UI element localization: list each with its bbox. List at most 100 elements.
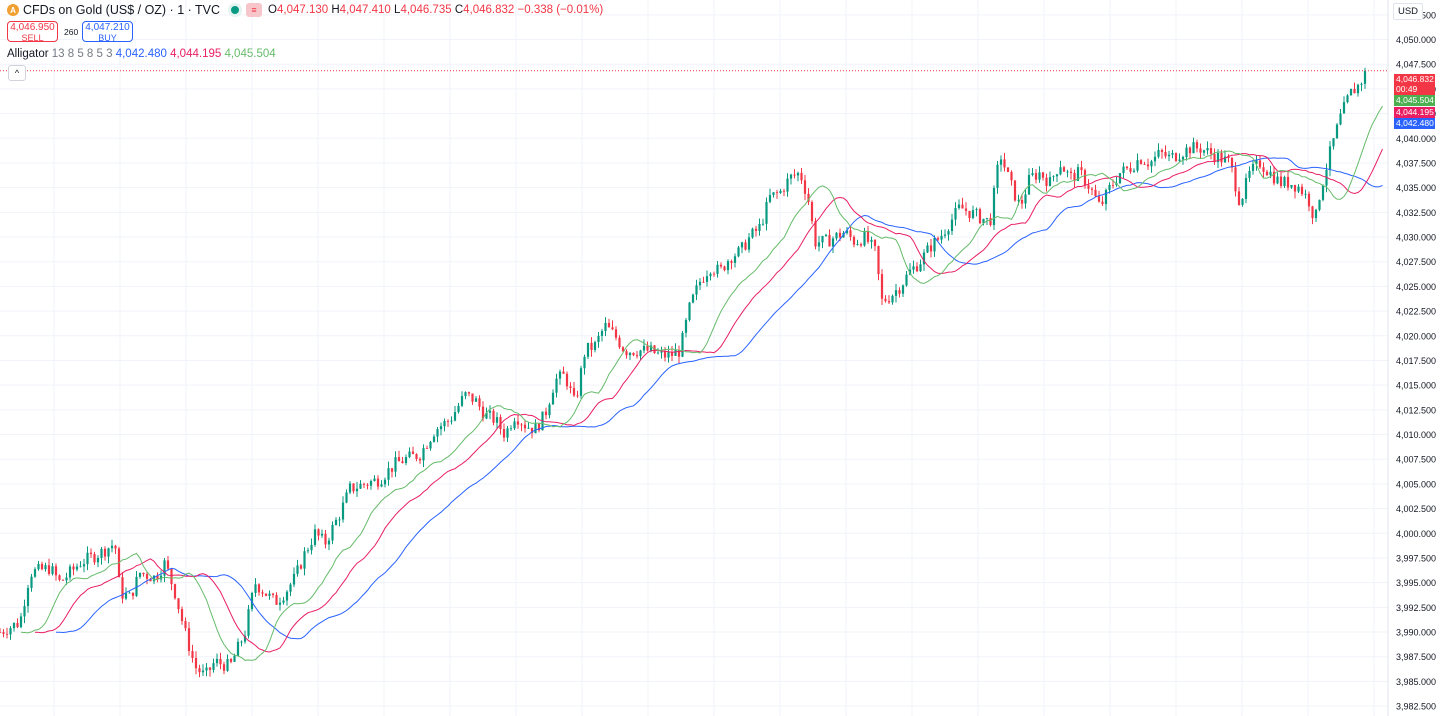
candle-body	[786, 178, 789, 192]
candle-body	[292, 573, 296, 585]
candle-body	[1209, 148, 1213, 154]
candle-body	[404, 457, 408, 464]
candle-body	[492, 410, 495, 423]
candle-body	[961, 204, 964, 209]
candle-body	[565, 373, 569, 387]
candle-body	[219, 658, 222, 665]
candle-body	[1227, 156, 1230, 159]
candle-body	[1129, 168, 1132, 172]
candle-body	[1332, 138, 1335, 147]
candle-body	[632, 352, 635, 356]
candle-body	[733, 256, 737, 263]
candle-body	[604, 322, 607, 331]
candle-body	[747, 237, 751, 250]
candle-body	[373, 478, 376, 481]
candle-body	[800, 172, 803, 181]
candle-body	[520, 424, 523, 426]
candle-body	[313, 529, 317, 545]
y-tick-label: 4,030.000	[1396, 233, 1436, 243]
candle-body	[506, 428, 509, 438]
candle-body	[646, 345, 649, 351]
candle-body	[2, 632, 5, 634]
candle-body	[1031, 173, 1034, 175]
candle-body	[1034, 173, 1038, 180]
candle-body	[1286, 176, 1290, 188]
candle-body	[369, 480, 373, 486]
candle-body	[1356, 84, 1360, 94]
indicator-legend[interactable]: Alligator 13 8 5 8 5 3 4,042.480 4,044.1…	[7, 48, 276, 60]
candle-body	[600, 330, 604, 336]
candle-body	[530, 427, 534, 434]
currency-selector[interactable]: USD	[1393, 3, 1423, 20]
candle-body	[639, 350, 642, 357]
buy-button[interactable]: 4,047.210 BUY	[82, 21, 133, 43]
candle-body	[145, 574, 149, 579]
candle-body	[1013, 180, 1017, 201]
candle-body	[1195, 142, 1199, 149]
candle-body	[366, 484, 369, 486]
collapse-legend-button[interactable]: ^	[8, 65, 26, 81]
candle-body	[1314, 209, 1318, 219]
candle-body	[65, 577, 68, 581]
candle-body	[303, 551, 306, 569]
candle-body	[488, 410, 492, 413]
market-open-icon[interactable]	[228, 3, 243, 17]
candle-body	[138, 572, 142, 577]
candle-body	[772, 192, 775, 196]
candle-body	[446, 420, 450, 422]
candle-body	[285, 591, 289, 601]
candle-body	[523, 424, 527, 429]
candle-body	[975, 209, 978, 211]
candle-body	[761, 223, 765, 225]
sell-button[interactable]: 4,046.950 SELL	[7, 21, 58, 43]
candle-body	[1020, 199, 1024, 204]
candle-body	[926, 245, 929, 253]
candle-body	[614, 329, 618, 338]
candle-body	[1202, 150, 1206, 153]
candle-body	[1272, 171, 1276, 184]
candle-body	[1269, 171, 1272, 176]
candle-body	[1297, 186, 1300, 192]
candle-body	[751, 228, 754, 238]
candle-body	[838, 232, 842, 238]
candle-body	[509, 428, 513, 430]
candle-body	[180, 609, 184, 622]
candle-body	[793, 174, 796, 176]
candle-body	[740, 242, 744, 248]
candle-body	[1258, 160, 1262, 168]
jaw-line	[55, 157, 1383, 640]
candle-body	[460, 396, 464, 406]
candle-body	[408, 451, 411, 458]
candle-body	[1024, 194, 1027, 204]
candle-body	[1003, 159, 1006, 168]
candle-body	[299, 565, 303, 569]
candle-body	[1104, 189, 1108, 205]
candle-body	[572, 388, 576, 396]
candle-body	[348, 483, 352, 493]
candle-body	[1017, 199, 1020, 201]
candle-body	[19, 616, 23, 628]
symbol-title[interactable]: CFDs on Gold (US$ / OZ) · 1 · TVC	[23, 3, 221, 17]
candle-body	[289, 584, 292, 592]
gold-coin-icon: A	[7, 4, 19, 16]
candle-body	[68, 566, 72, 578]
candle-body	[226, 659, 229, 671]
candle-body	[359, 483, 362, 489]
candle-body	[432, 436, 436, 442]
candle-body	[478, 398, 481, 407]
candle-body	[1248, 170, 1251, 178]
candle-body	[1132, 170, 1136, 172]
candle-body	[243, 635, 247, 642]
candle-body	[618, 337, 621, 348]
candle-body	[957, 204, 961, 209]
candle-body	[821, 235, 824, 243]
price-axis[interactable]: 4,052.5004,050.0004,047.5004,045.0004,04…	[1387, 0, 1436, 716]
flag-icon[interactable]: ≡	[246, 3, 263, 17]
candle-body	[1318, 199, 1321, 210]
candle-body	[229, 659, 233, 662]
y-tick-label: 4,040.000	[1396, 134, 1436, 144]
candle-body	[93, 554, 96, 563]
y-tick-label: 4,027.500	[1396, 257, 1436, 267]
candle-body	[443, 420, 446, 427]
